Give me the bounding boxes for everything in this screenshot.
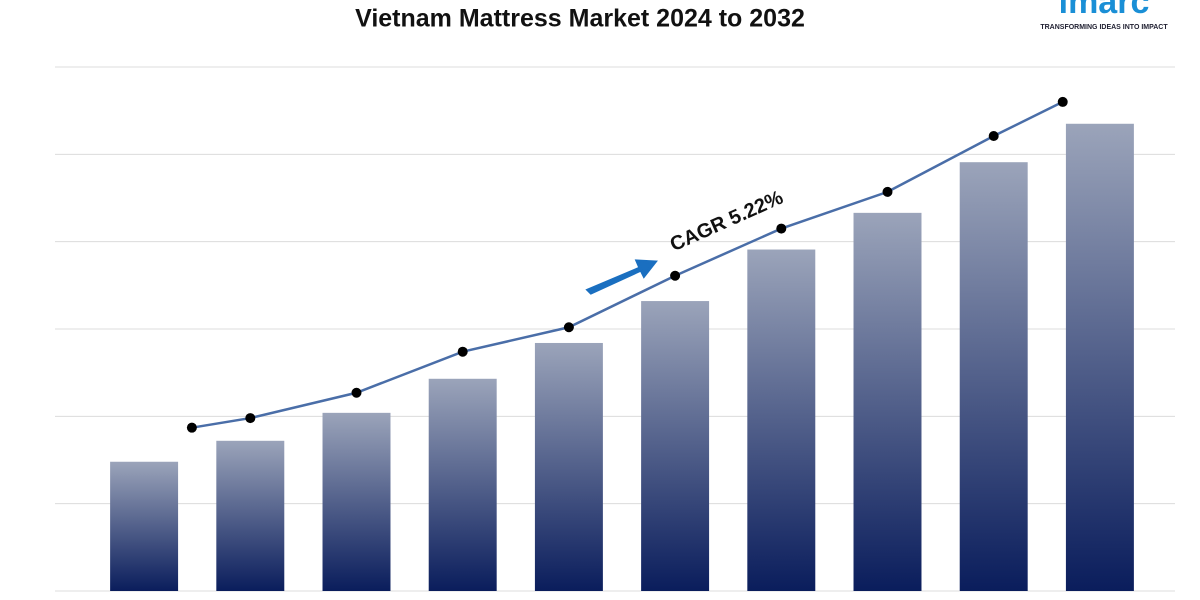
logo-tagline: TRANSFORMING IDEAS INTO IMPACT [1040,24,1168,31]
bar [641,301,710,591]
trend [186,96,1068,433]
trend-point [245,413,256,424]
trend-point [351,387,362,398]
bar [959,162,1028,591]
bar [322,412,391,591]
trend-point [882,186,893,197]
bar [1065,123,1134,592]
chart-title: Vietnam Mattress Market 2024 to 2032 [355,5,805,33]
trend-point [1057,96,1068,107]
bar [110,461,179,591]
arrow [585,259,658,295]
trend-point [670,270,681,281]
bars [110,123,1134,592]
trend-point [457,346,468,357]
trend-point [776,223,787,234]
bar [428,378,497,591]
bar [747,249,816,591]
cagr-annotation: CAGR 5.22% [667,187,787,256]
bar [216,440,285,591]
trend-point [186,422,197,433]
trend-point [563,322,574,333]
logo-name: imarc [1059,0,1150,21]
bar [853,212,922,591]
trend-line [191,100,1064,429]
trend-point [988,130,999,141]
bar [534,342,603,591]
